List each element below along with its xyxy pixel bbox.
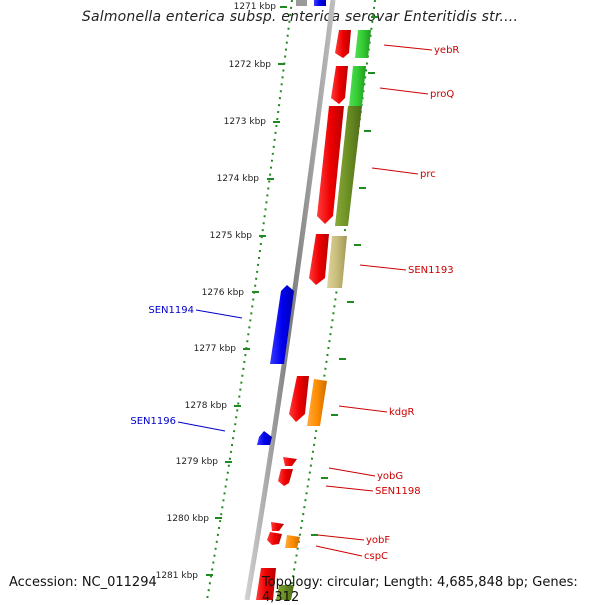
label-SEN1193: SEN1193 bbox=[359, 264, 454, 276]
gene-yobG[interactable] bbox=[283, 457, 297, 466]
gene-kdgR[interactable] bbox=[289, 376, 309, 422]
gene-SEN1198[interactable] bbox=[278, 469, 293, 486]
kbp-tick-1272: 1272 kbp bbox=[229, 60, 285, 70]
svg-text:SEN1193: SEN1193 bbox=[408, 265, 454, 276]
gene-orange-1[interactable] bbox=[307, 379, 327, 426]
gene-SEN1196[interactable] bbox=[257, 431, 272, 445]
label-SEN1196: SEN1196 bbox=[130, 416, 226, 432]
gene-yobF[interactable] bbox=[271, 522, 284, 531]
gene-green-2[interactable] bbox=[349, 66, 366, 106]
gene-orange-2[interactable] bbox=[285, 535, 300, 548]
gene-proQ[interactable] bbox=[331, 66, 348, 104]
gene-prc[interactable] bbox=[317, 106, 344, 224]
genome-backbone bbox=[244, 0, 336, 600]
genome-summary: Topology: circular; Length: 4,685,848 bp… bbox=[262, 575, 578, 605]
kbp-tick-1271: 1271 kbp bbox=[234, 2, 287, 12]
label-yobG: yobG bbox=[328, 467, 403, 482]
svg-text:prc: prc bbox=[420, 169, 436, 180]
gene-yebR[interactable] bbox=[335, 30, 351, 58]
svg-text:1278 kbp: 1278 kbp bbox=[185, 401, 228, 411]
svg-text:cspC: cspC bbox=[364, 551, 388, 562]
label-yobF: yobF bbox=[317, 534, 390, 546]
gene-olive-1[interactable] bbox=[335, 106, 362, 226]
svg-text:yobF: yobF bbox=[366, 535, 390, 546]
kbp-tick-1273: 1273 kbp bbox=[224, 117, 280, 127]
kbp-tick-1280: 1280 kbp bbox=[167, 514, 222, 524]
svg-text:SEN1194: SEN1194 bbox=[148, 305, 194, 316]
svg-text:1279 kbp: 1279 kbp bbox=[176, 457, 219, 467]
kbp-tick-1275: 1275 kbp bbox=[210, 231, 266, 241]
kbp-tick-1274: 1274 kbp bbox=[217, 174, 274, 184]
gene-partial-gray[interactable] bbox=[296, 0, 307, 6]
kbp-tick-1281: 1281 kbp bbox=[156, 571, 213, 581]
svg-text:kdgR: kdgR bbox=[389, 407, 414, 418]
svg-text:1274 kbp: 1274 kbp bbox=[217, 174, 260, 184]
svg-text:1275 kbp: 1275 kbp bbox=[210, 231, 253, 241]
kbp-tick-1279: 1279 kbp bbox=[176, 457, 232, 467]
svg-text:1281 kbp: 1281 kbp bbox=[156, 571, 199, 581]
svg-text:SEN1198: SEN1198 bbox=[375, 486, 421, 497]
kbp-tick-1278: 1278 kbp bbox=[185, 401, 241, 411]
map-title: Salmonella enterica subsp. enterica sero… bbox=[81, 9, 519, 25]
scale-track-left bbox=[206, 0, 293, 600]
svg-text:yobG: yobG bbox=[377, 471, 403, 482]
svg-text:1277 kbp: 1277 kbp bbox=[194, 344, 237, 354]
svg-text:1276 kbp: 1276 kbp bbox=[202, 288, 245, 298]
right-track-ticks bbox=[311, 16, 378, 536]
svg-text:1272 kbp: 1272 kbp bbox=[229, 60, 272, 70]
svg-text:1273 kbp: 1273 kbp bbox=[224, 117, 267, 127]
gene-SEN1193[interactable] bbox=[309, 234, 329, 285]
gene-cspC[interactable] bbox=[267, 532, 282, 545]
label-prc: prc bbox=[371, 167, 436, 180]
gene-bottom-red[interactable] bbox=[256, 568, 276, 600]
scale-track-right bbox=[288, 0, 376, 600]
kbp-tick-1276: 1276 kbp bbox=[202, 288, 259, 298]
svg-text:SEN1196: SEN1196 bbox=[130, 416, 176, 427]
svg-text:proQ: proQ bbox=[430, 89, 454, 100]
label-SEN1194: SEN1194 bbox=[148, 305, 243, 319]
gene-partial-blue[interactable] bbox=[314, 0, 326, 6]
gene-green-1[interactable] bbox=[355, 30, 371, 58]
gene-khaki-1[interactable] bbox=[327, 236, 347, 288]
gene-SEN1194[interactable] bbox=[270, 285, 294, 364]
label-kdgR: kdgR bbox=[338, 405, 414, 418]
svg-text:1280 kbp: 1280 kbp bbox=[167, 514, 210, 524]
svg-text:yebR: yebR bbox=[434, 45, 459, 56]
label-proQ: proQ bbox=[379, 87, 454, 100]
svg-text:1271 kbp: 1271 kbp bbox=[234, 2, 277, 12]
accession-label: Accession: NC_011294 bbox=[9, 575, 157, 590]
label-SEN1198: SEN1198 bbox=[325, 485, 421, 497]
label-yebR: yebR bbox=[383, 44, 459, 56]
label-cspC: cspC bbox=[315, 545, 388, 562]
gene-bottom-olive[interactable] bbox=[276, 585, 294, 600]
kbp-tick-1277: 1277 kbp bbox=[194, 344, 250, 354]
